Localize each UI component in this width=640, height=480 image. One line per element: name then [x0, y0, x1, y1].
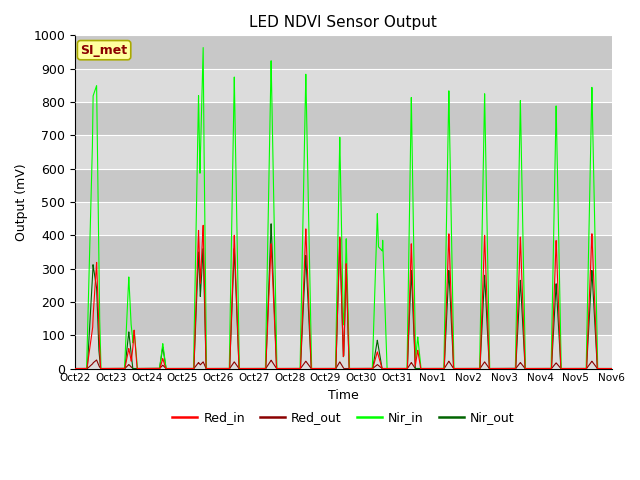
- Bar: [75, 135, 612, 168]
- X-axis label: Time: Time: [328, 389, 359, 402]
- Bar: [75, 102, 612, 135]
- Text: SI_met: SI_met: [81, 44, 127, 57]
- Bar: [75, 269, 612, 302]
- Bar: [75, 36, 612, 69]
- Bar: [75, 335, 612, 369]
- Bar: [75, 202, 612, 235]
- Bar: [75, 168, 612, 202]
- Bar: [75, 302, 612, 335]
- Bar: [75, 235, 612, 269]
- Bar: [75, 69, 612, 102]
- Title: LED NDVI Sensor Output: LED NDVI Sensor Output: [250, 15, 437, 30]
- Legend: Red_in, Red_out, Nir_in, Nir_out: Red_in, Red_out, Nir_in, Nir_out: [167, 406, 520, 429]
- Y-axis label: Output (mV): Output (mV): [15, 163, 28, 241]
